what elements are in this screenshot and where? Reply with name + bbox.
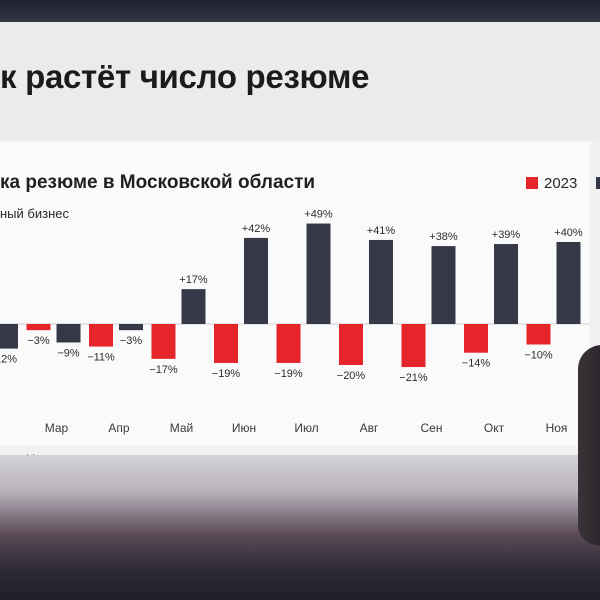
chart-subtitle: ный бизнес xyxy=(0,206,69,221)
bar-2023 xyxy=(464,324,488,353)
data-label-2023: −20% xyxy=(337,370,366,382)
bar-2024 xyxy=(306,223,331,324)
bar-2024 xyxy=(0,324,18,349)
bar-2023 xyxy=(526,324,551,345)
legend-item-2024 xyxy=(595,175,600,193)
bar-2024 xyxy=(369,239,393,324)
bar-2024 xyxy=(244,237,268,324)
bar-2023 xyxy=(401,324,426,368)
data-label-2024: +41% xyxy=(367,225,396,237)
data-label-2024: 12% xyxy=(0,354,17,366)
data-label-2024: +39% xyxy=(492,229,521,241)
slide-header: к растёт число резюме xyxy=(0,22,600,140)
x-tick-label: Апр xyxy=(108,421,130,435)
bar-2023 xyxy=(214,324,238,363)
x-tick-label: Авг xyxy=(360,421,379,435)
data-label-2023: −11% xyxy=(87,352,115,364)
data-label-2024: +40% xyxy=(554,227,583,239)
bar-2024 xyxy=(119,324,143,331)
legend-swatch-2023 xyxy=(526,177,538,189)
bar-2023 xyxy=(26,324,51,331)
slide-title: к растёт число резюме xyxy=(0,58,370,95)
x-tick-label: Ноя xyxy=(546,421,568,435)
bar-2024 xyxy=(56,324,81,343)
data-label-2023: −19% xyxy=(274,368,303,380)
data-label-2023: −3% xyxy=(27,335,50,347)
x-tick-label: Май xyxy=(170,421,194,435)
stage-lighting xyxy=(0,455,600,600)
bar-2023 xyxy=(276,324,301,363)
data-label-2023: −21% xyxy=(399,372,428,384)
bar-2024 xyxy=(494,244,518,324)
data-label-2024: +49% xyxy=(304,209,333,221)
bar-2024 xyxy=(556,242,581,324)
data-label-2024: +38% xyxy=(429,231,458,243)
chart-legend: 2023 xyxy=(526,175,600,193)
data-label-2023: −14% xyxy=(462,358,491,370)
speaker-silhouette xyxy=(578,345,600,545)
bar-chart: 12% −3% −9% Мар −11% −3% Апр −17% +17% Май −19% +42… xyxy=(0,209,590,435)
chart-panel: ка резюме в Московской области ный бизне… xyxy=(0,142,600,465)
x-tick-label: Июн xyxy=(232,421,256,435)
x-tick-label: Сен xyxy=(421,421,443,435)
data-label-2023: −17% xyxy=(149,364,178,376)
bar-2024 xyxy=(431,246,456,324)
bar-2023 xyxy=(339,324,363,365)
chart-title: ка резюме в Московской области xyxy=(0,172,316,193)
legend-item-2023: 2023 xyxy=(526,175,577,193)
data-label-2023: −10% xyxy=(524,350,553,362)
x-tick-label: Мар xyxy=(45,421,69,435)
legend-swatch-2024 xyxy=(595,177,600,189)
data-label-2023: −19% xyxy=(212,368,241,380)
data-label-2024: −9% xyxy=(57,347,80,359)
x-tick-label: Июл xyxy=(294,421,318,435)
slide: к растёт число резюме ка резюме в Москов… xyxy=(0,22,600,500)
legend-label-2023: 2023 xyxy=(544,175,578,192)
x-tick-label: Окт xyxy=(484,421,505,435)
data-label-2024: +42% xyxy=(242,223,271,235)
data-label-2024: +17% xyxy=(179,274,208,286)
bar-2023 xyxy=(151,324,176,359)
bar-2024 xyxy=(181,289,206,324)
data-label-2024: −3% xyxy=(120,335,143,347)
bar-2023 xyxy=(89,324,113,347)
